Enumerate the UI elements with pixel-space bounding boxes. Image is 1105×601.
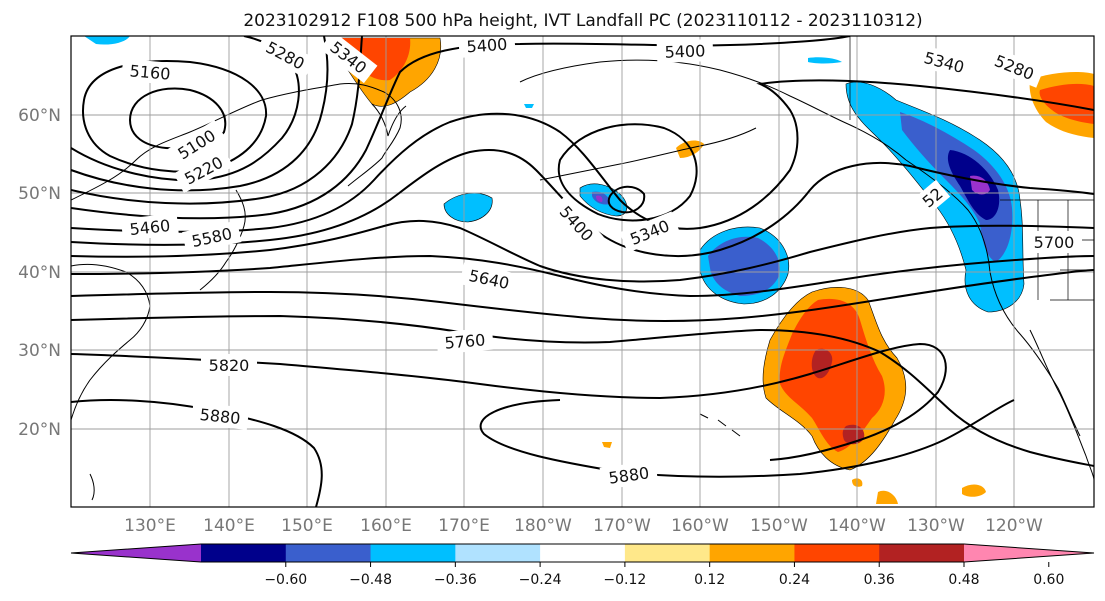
lon-label: 160°W [671, 516, 729, 536]
lon-label: 150°W [750, 516, 808, 536]
latitude-labels: 60°N 50°N 40°N 30°N 20°N [18, 106, 61, 440]
contour-5820 [71, 342, 947, 461]
ivt-blob-tiny-1 [524, 104, 534, 108]
ivt-blob-midpacific-dark [708, 236, 780, 296]
lon-label: 150°E [281, 516, 333, 536]
ivt-blob-westpac [443, 192, 493, 223]
coast-korea-china [71, 263, 151, 421]
colorbar-outline [70, 543, 1095, 563]
ivt-blob-topleft [84, 36, 130, 45]
ivt-blob-small-2 [876, 490, 898, 504]
contour-5100-closed [128, 87, 227, 150]
colorbar-segment [455, 544, 541, 562]
contour-5880-e [479, 399, 1015, 478]
colorbar-segment [285, 544, 372, 562]
lon-label: 120°W [985, 516, 1043, 536]
colorbar-extend-low [71, 544, 201, 562]
contour-label: 5400 [664, 41, 705, 61]
colorbar-tick-label: −0.48 [349, 572, 392, 588]
coast-alaska [519, 59, 907, 161]
contour-5880 [71, 399, 323, 507]
contour-5700 [71, 269, 1094, 322]
lon-label: 170°W [593, 516, 651, 536]
ivt-blob-canada-ne-red [1039, 83, 1094, 124]
lon-label: 130°W [907, 516, 965, 536]
contour-label: 5160 [129, 61, 171, 83]
colorbar-segment [201, 544, 287, 562]
contour-5580 [71, 219, 1094, 283]
ivt-blob-topmid [808, 57, 842, 64]
lon-label: 170°E [438, 516, 490, 536]
colorbar-segment [709, 544, 795, 562]
ivt-blob-small-1 [962, 484, 986, 497]
coast-hawaii [699, 413, 741, 437]
contour-5340-e [557, 123, 698, 222]
coast-aleutians [539, 127, 757, 181]
contour-5280 [71, 36, 329, 192]
contour-label: 5760 [444, 330, 486, 352]
lat-label: 60°N [18, 106, 61, 126]
colorbar-segment [624, 544, 711, 562]
coast-na-west [905, 159, 1081, 437]
colorbar-extend-high [964, 544, 1094, 562]
coast-mexico [1029, 329, 1094, 481]
colorbar-tick-label: −0.36 [434, 572, 477, 588]
coast-kamchatka [371, 103, 407, 137]
lat-label: 30°N [18, 341, 61, 361]
contour-5400-w [71, 36, 851, 220]
lat-label: 50°N [18, 184, 61, 204]
lon-label: 180°W [514, 516, 572, 536]
figure-title: 2023102912 F108 500 hPa height, IVT Land… [243, 11, 922, 31]
colorbar-segment [794, 544, 880, 562]
colorbar-tick-label: 0.48 [948, 572, 979, 588]
coast-taiwan [89, 473, 95, 501]
contour-label: 5700 [1034, 233, 1075, 252]
map-frame [70, 35, 1095, 508]
contour-5340-w [71, 36, 363, 205]
contour-label: 5400 [466, 35, 508, 57]
ivt-blob-small-4 [602, 442, 612, 448]
contour-label: 5820 [209, 356, 250, 375]
coast-asia [71, 83, 402, 201]
contour-5160-closed [82, 60, 268, 173]
colorbar-segment [879, 544, 965, 562]
colorbar-segment [370, 544, 456, 562]
lon-label: 140°E [203, 516, 255, 536]
colorbar-tick-label: 0.36 [864, 572, 895, 588]
colorbar-tick-label: −0.60 [264, 572, 307, 588]
lat-label: 20°N [18, 420, 61, 440]
lat-label: 40°N [18, 263, 61, 283]
longitude-labels: 130°E 140°E 150°E 160°E 170°E 180°W 170°… [124, 516, 1043, 536]
colorbar: −0.60 −0.48 −0.36 −0.24 −0.12 0.12 0.24 0.36 0.4… [70, 543, 1095, 588]
contour-5760 [71, 314, 1094, 467]
coast-japan [199, 189, 246, 291]
colorbar-tick-label: 0.24 [779, 572, 810, 588]
colorbar-tick-label: 0.12 [694, 572, 725, 588]
colorbar-tick-label: −0.12 [603, 572, 646, 588]
ivt-blob-inner-red [779, 298, 885, 452]
contour-5640 [71, 254, 1094, 298]
map-panel: 5160 5280 5340 5400 5400 5340 5280 5100 … [70, 31, 1095, 508]
ivt-blob-central-low-purple [596, 195, 603, 202]
ivt-blob-nw-coast-mid [900, 112, 1013, 262]
contour-5280-e [607, 185, 646, 214]
lon-label: 160°E [360, 516, 412, 536]
contour-label: 5460 [129, 216, 171, 239]
colorbar-segment [540, 544, 626, 562]
colorbar-tick-label: −0.24 [519, 572, 562, 588]
lon-label: 140°W [828, 516, 886, 536]
contour-label: 5880 [199, 405, 241, 428]
colorbar-tick-label: 0.60 [1033, 572, 1064, 588]
lon-label: 130°E [124, 516, 176, 536]
coastlines [71, 59, 1094, 501]
